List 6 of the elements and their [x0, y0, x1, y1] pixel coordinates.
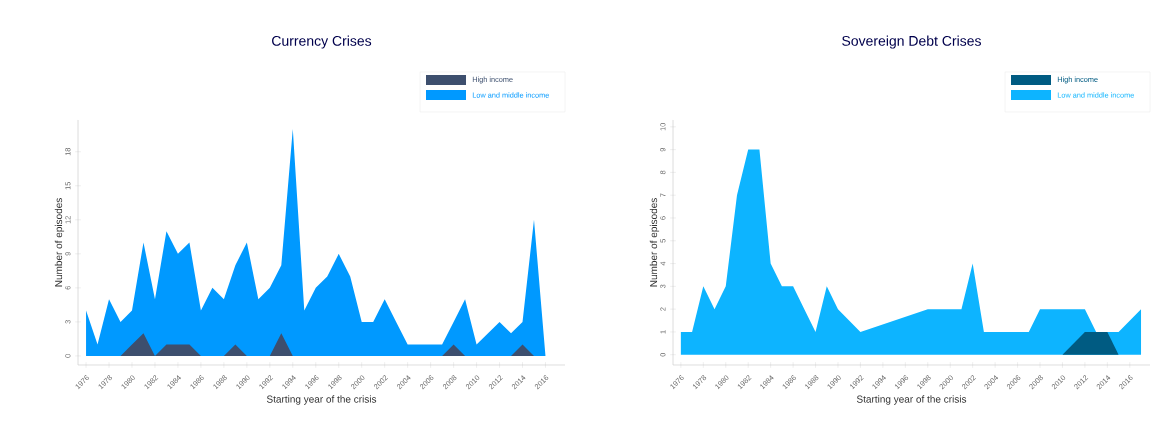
x-axis-title: Starting year of the crisis	[856, 395, 967, 405]
y-axis-title: Number of episodes	[649, 198, 660, 287]
chart-title: Currency Crises	[272, 35, 372, 49]
y-axis-title: Number of episodes	[54, 198, 65, 287]
x-axis-title: Starting year of the crisis	[266, 395, 377, 405]
chart-title: Sovereign Debt Crises	[842, 35, 981, 49]
